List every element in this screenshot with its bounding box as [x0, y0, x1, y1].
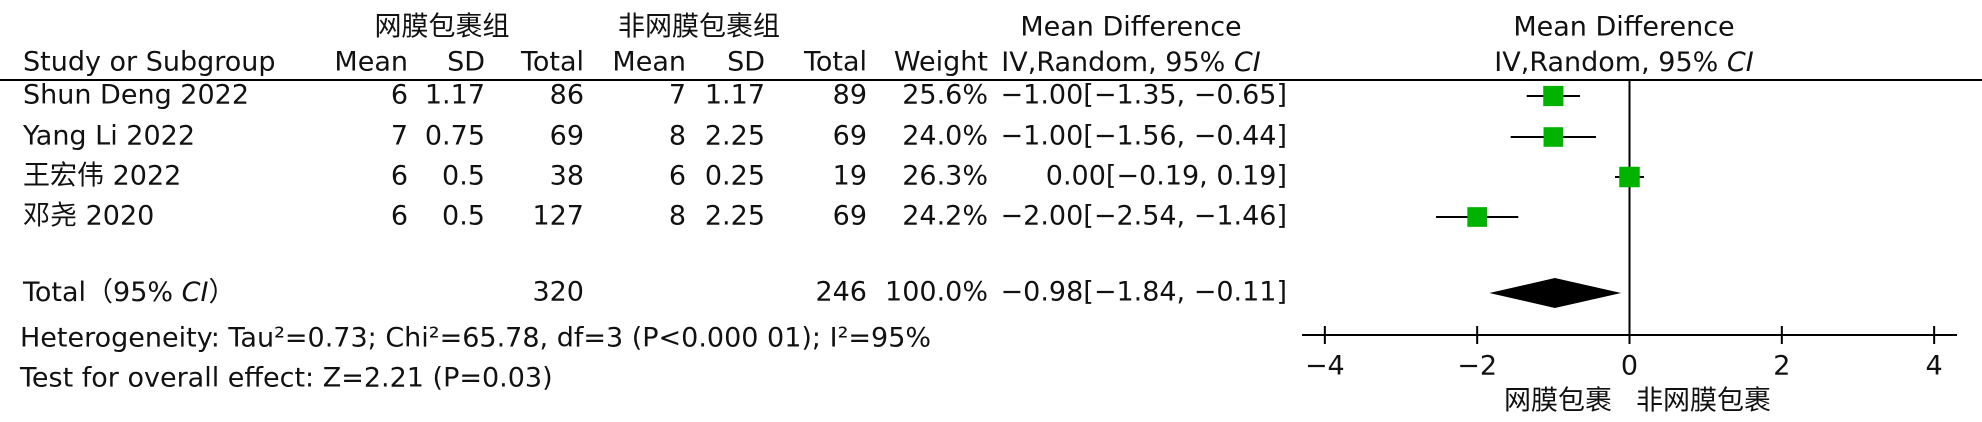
x-tick-label: −4: [1305, 351, 1345, 382]
column-header: SD: [447, 47, 485, 78]
cell: 86: [550, 80, 584, 111]
cell: 1.17: [425, 80, 485, 111]
cell: 8: [669, 121, 686, 152]
cell: 2.25: [705, 201, 765, 232]
cell: 0.5: [442, 201, 485, 232]
cell: 6: [391, 80, 408, 111]
summary-diamond: [1489, 278, 1622, 308]
total-label-part: CI: [182, 277, 209, 308]
cell: 0.5: [442, 161, 485, 192]
plot-subheader-part: IV,Random, 95%: [1494, 47, 1727, 78]
cell: 0.25: [705, 161, 765, 192]
column-header: Total: [803, 47, 867, 78]
x-tick-label: 0: [1621, 351, 1638, 382]
cell: 8: [669, 201, 686, 232]
heterogeneity: Heterogeneity: Tau²=0.73; Chi²=65.78, df…: [20, 323, 931, 354]
total-label-part: ）: [208, 277, 235, 308]
cell: 246: [815, 277, 867, 308]
cell: 1.17: [705, 80, 765, 111]
total-label: Total（95% CI）: [22, 277, 235, 308]
effect-square: [1543, 127, 1564, 147]
favours-left: 网膜包裹: [1504, 386, 1612, 417]
x-tick-label: 4: [1926, 351, 1943, 382]
study-name: 邓尧 2020: [23, 201, 154, 232]
cell: 127: [532, 201, 584, 232]
ci-label: −1.00[−1.56, −0.44]: [1001, 121, 1287, 152]
cell: 69: [550, 121, 584, 152]
cell: 24.0%: [902, 121, 988, 152]
cell: 24.2%: [902, 201, 988, 232]
effect-square: [1543, 85, 1564, 107]
overall-effect: Test for overall effect: Z=2.21 (P=0.03): [19, 363, 553, 394]
cell: 100.0%: [885, 277, 988, 308]
x-tick-label: −2: [1457, 351, 1497, 382]
cell: 69: [833, 121, 867, 152]
effect-header: Mean Difference: [1020, 12, 1241, 43]
x-tick-label: 2: [1773, 351, 1790, 382]
cell: 25.6%: [902, 80, 988, 111]
cell: 0.75: [425, 121, 485, 152]
column-header: Mean: [334, 47, 408, 78]
cell: 2.25: [705, 121, 765, 152]
cell: 26.3%: [902, 161, 988, 192]
ci-label: −1.00[−1.35, −0.65]: [1001, 80, 1287, 111]
effect-square: [1619, 166, 1640, 188]
column-header: Weight: [894, 47, 988, 78]
column-header: SD: [727, 47, 765, 78]
cell: 7: [391, 121, 408, 152]
cell: 6: [391, 161, 408, 192]
effect-subheader-part: IV,Random, 95%: [1001, 47, 1234, 78]
cell: 89: [833, 80, 867, 111]
ci-label: 0.00[−0.19, 0.19]: [1046, 161, 1287, 192]
study-name: Yang Li 2022: [22, 121, 195, 152]
group-header: 非网膜包裹组: [618, 12, 780, 43]
column-header: Total: [520, 47, 584, 78]
ci-label: −2.00[−2.54, −1.46]: [1001, 201, 1287, 232]
total-label-part: Total（95%: [22, 277, 182, 308]
effect-square: [1467, 207, 1488, 227]
cell: 6: [391, 201, 408, 232]
study-name: 王宏伟 2022: [23, 161, 181, 192]
plot-header: Mean Difference: [1513, 12, 1734, 43]
effect-subheader: IV,Random, 95% CI: [1001, 47, 1260, 78]
study-name: Shun Deng 2022: [23, 80, 249, 111]
effect-subheader-part: CI: [1234, 47, 1261, 78]
plot-subheader: IV,Random, 95% CI: [1494, 47, 1753, 78]
cell: 69: [833, 201, 867, 232]
favours-right: 非网膜包裹: [1636, 386, 1771, 417]
cell: 7: [669, 80, 686, 111]
cell: 320: [532, 277, 584, 308]
column-header: Mean: [612, 47, 686, 78]
plot-subheader-part: CI: [1727, 47, 1754, 78]
ci-label: −0.98[−1.84, −0.11]: [1001, 277, 1287, 308]
cell: 19: [833, 161, 867, 192]
column-header: Study or Subgroup: [23, 47, 276, 78]
cell: 6: [669, 161, 686, 192]
cell: 38: [550, 161, 584, 192]
group-header: 网膜包裹组: [375, 12, 510, 43]
